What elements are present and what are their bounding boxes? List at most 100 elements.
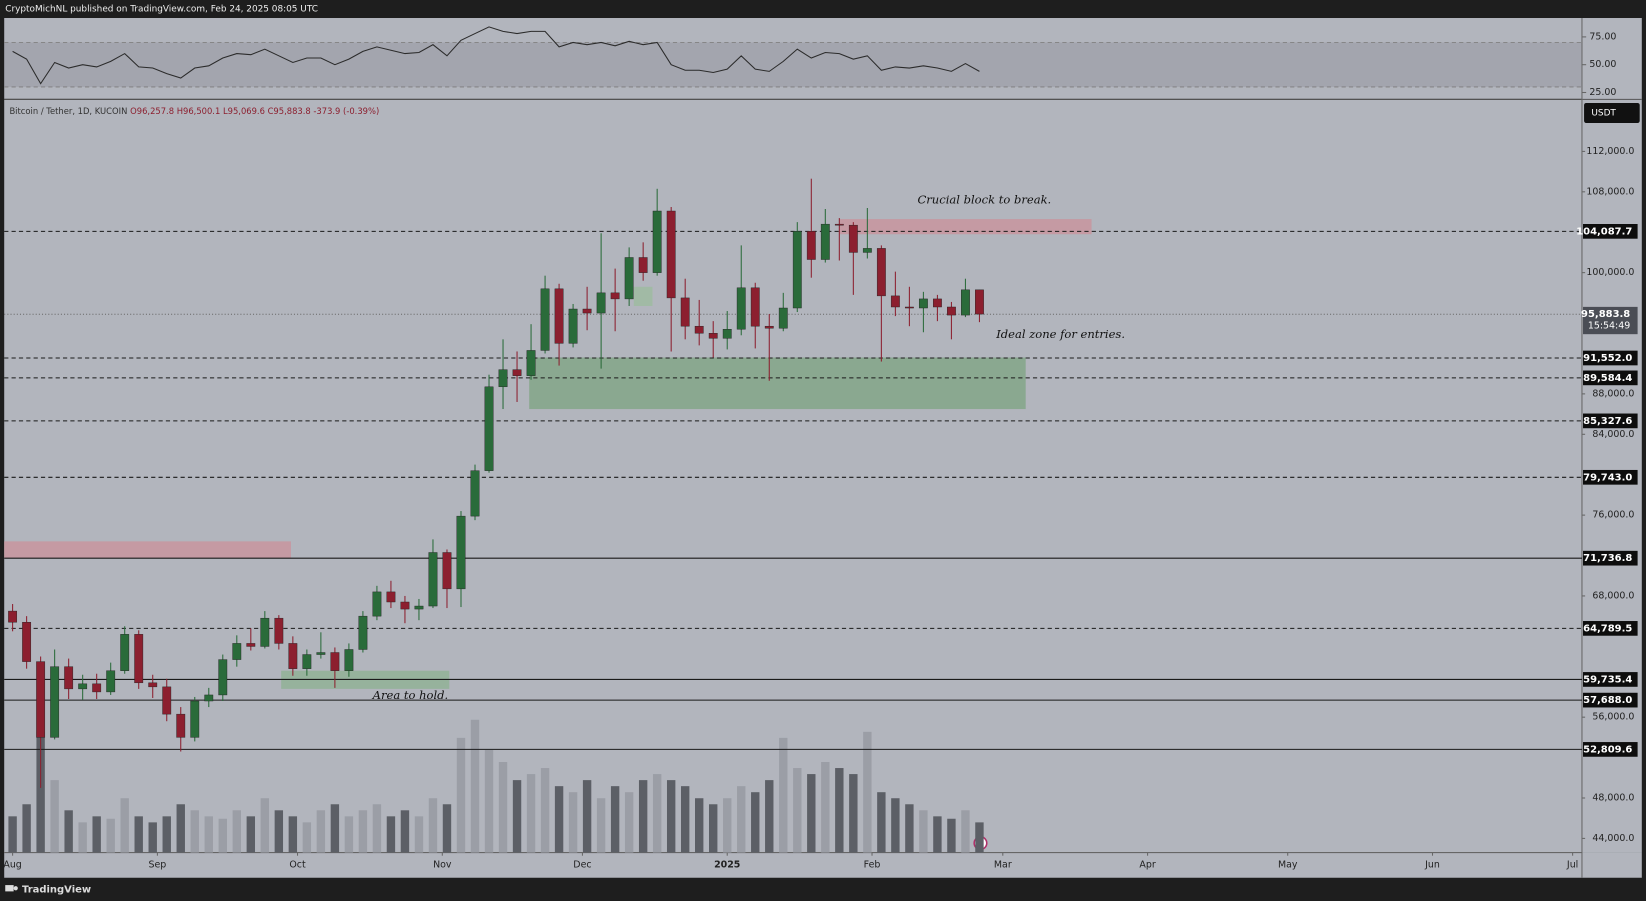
candle-body <box>890 295 900 308</box>
volume-bar <box>36 731 45 853</box>
volume-bar <box>512 780 522 853</box>
rsi-band-fill <box>4 42 1582 87</box>
y-tick-label: 56,000.0 <box>1592 712 1634 723</box>
volume-bar <box>344 816 354 853</box>
candle-body <box>806 231 816 260</box>
y-tick-label: 76,000.0 <box>1592 510 1634 521</box>
candle-body <box>386 591 396 603</box>
candle-body <box>260 617 270 647</box>
level-label: 104,087.7 <box>1576 226 1632 237</box>
level-box <box>1583 350 1638 366</box>
candle-body <box>78 683 88 690</box>
candle-body <box>92 683 102 693</box>
x-tick-label: Feb <box>864 860 881 871</box>
symbol: Bitcoin / Tether, 1D, KUCOIN <box>9 106 127 116</box>
x-tick-label: Aug <box>3 860 21 871</box>
candle-body <box>358 615 368 650</box>
candle-body <box>372 591 382 617</box>
rsi-tick-label: 75.00 <box>1589 31 1616 42</box>
x-tick-label: Nov <box>433 860 452 871</box>
volume-bar <box>372 804 382 853</box>
candle-body <box>638 257 648 273</box>
volume-bar <box>849 774 858 853</box>
candle-body <box>862 248 872 253</box>
volume-bar <box>148 822 157 853</box>
candle-body <box>134 634 144 684</box>
volume-bar <box>400 810 410 853</box>
time-axis <box>4 852 1642 878</box>
volume-bar <box>414 816 424 853</box>
volume-bar <box>877 792 886 853</box>
candle-body <box>176 713 186 738</box>
x-tick-label: May <box>1278 860 1298 871</box>
volume-bar <box>92 816 101 853</box>
volume-bar <box>204 816 213 853</box>
volume-bar <box>582 780 592 853</box>
candle-body <box>876 248 886 297</box>
volume-bar <box>821 762 830 853</box>
candle-body <box>232 643 242 660</box>
volume-bar <box>162 816 171 853</box>
candle-body <box>526 350 536 376</box>
volume-bar <box>961 810 970 853</box>
annotation: Area to hold. <box>372 688 449 702</box>
rsi-tick-label: 50.00 <box>1589 59 1616 70</box>
candle-body <box>792 231 802 309</box>
candle-body <box>400 601 410 610</box>
volume-bar <box>751 792 760 853</box>
footer: TradingView <box>22 884 91 895</box>
x-tick-label: Sep <box>148 860 166 871</box>
candle-body <box>666 210 676 299</box>
x-tick-label: Oct <box>289 860 306 871</box>
level-label: 89,584.4 <box>1583 373 1632 384</box>
volume-bar <box>386 816 396 853</box>
candle-body <box>274 617 284 644</box>
y-tick-label: 112,000.0 <box>1586 146 1634 157</box>
volume-bar <box>526 774 536 853</box>
volume-bar <box>568 792 578 853</box>
volume-bar <box>891 798 900 853</box>
volume-bar <box>64 810 73 853</box>
zone <box>839 219 1092 235</box>
y-tick-label: 48,000.0 <box>1592 792 1634 803</box>
candle-body <box>596 292 606 314</box>
x-tick-label: Dec <box>573 860 591 871</box>
volume-bar <box>176 804 185 853</box>
countdown: 15:54:49 <box>1588 320 1630 331</box>
annotation: Crucial block to break. <box>917 193 1051 207</box>
candle-body <box>652 210 662 273</box>
last-price-box <box>1583 306 1638 335</box>
currency-box <box>1584 103 1640 123</box>
candle-body <box>680 297 690 327</box>
level-label: 59,735.4 <box>1583 674 1632 685</box>
currency: USDT <box>1591 109 1616 119</box>
candle-body <box>330 652 340 671</box>
publisher: CryptoMichNL published on TradingView.co… <box>5 5 318 15</box>
ohlc: O96,257.8 H96,500.1 L95,069.6 C95,883.8 … <box>130 106 379 116</box>
y-tick-label: 88,000.0 <box>1592 388 1634 399</box>
volume-bar <box>919 810 928 853</box>
candle-body <box>106 670 116 693</box>
zone <box>633 286 653 306</box>
candle-body <box>64 666 74 690</box>
candle-body <box>568 308 578 344</box>
volume-bar <box>610 786 620 853</box>
level-label: 71,736.8 <box>1583 553 1632 564</box>
volume-bar <box>624 792 634 853</box>
volume-bar <box>190 810 199 853</box>
candle-body <box>722 329 732 339</box>
volume-bar <box>666 780 676 853</box>
candle-body <box>820 223 830 260</box>
x-tick-label: Jul <box>1566 860 1578 871</box>
candle-body <box>736 287 746 330</box>
volume-bar <box>498 762 508 853</box>
y-tick-label: 44,000.0 <box>1592 833 1634 844</box>
level-box <box>1583 223 1638 239</box>
volume-bar <box>765 780 774 853</box>
level-label: 57,688.0 <box>1583 695 1632 706</box>
y-tick-label: 84,000.0 <box>1592 429 1634 440</box>
rsi-tick-label: 25.00 <box>1589 87 1616 98</box>
candle-body <box>36 661 46 738</box>
volume-bar <box>807 774 816 853</box>
